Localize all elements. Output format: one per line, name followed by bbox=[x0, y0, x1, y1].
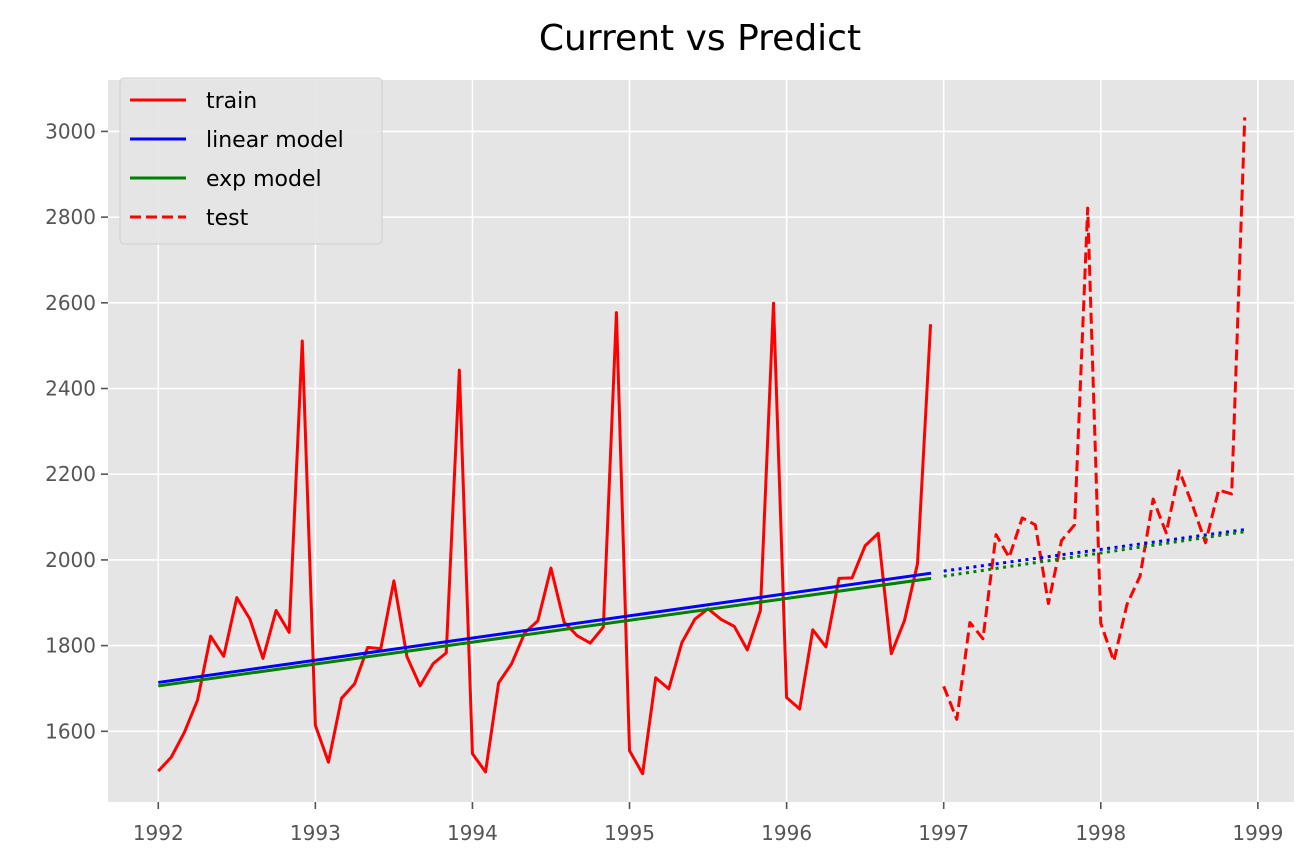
x-tick-label: 1994 bbox=[447, 821, 498, 845]
x-tick-label: 1995 bbox=[604, 821, 655, 845]
legend-label: exp model bbox=[206, 167, 322, 192]
y-tick-label: 2200 bbox=[45, 462, 96, 486]
series-line-train bbox=[157, 301, 933, 776]
series-line-exp-model bbox=[158, 576, 932, 688]
series-line-dotted-forecast bbox=[943, 527, 1246, 573]
series-line-test bbox=[942, 117, 1247, 721]
y-tick-label: 1600 bbox=[45, 719, 96, 743]
y-tick-label: 2400 bbox=[45, 377, 96, 401]
x-tick-label: 1999 bbox=[1232, 821, 1283, 845]
grid-layer bbox=[108, 80, 1294, 802]
y-tick-label: 1800 bbox=[45, 634, 96, 658]
x-tick-label: 1997 bbox=[918, 821, 969, 845]
legend: train linear model exp model test bbox=[119, 77, 383, 245]
x-tick-label: 1998 bbox=[1075, 821, 1126, 845]
y-tick-label: 2000 bbox=[45, 548, 96, 572]
x-tick-label: 1996 bbox=[761, 821, 812, 845]
y-tick-label: 2800 bbox=[45, 205, 96, 229]
y-tick-label: 3000 bbox=[45, 119, 96, 143]
legend-label: test bbox=[206, 206, 249, 231]
legend-label: train bbox=[206, 89, 257, 114]
series-line-linear-model bbox=[158, 571, 932, 684]
legend-frame bbox=[119, 77, 383, 245]
series-layer bbox=[157, 117, 1247, 776]
chart-title: Current vs Predict bbox=[539, 18, 861, 59]
x-tick-label: 1993 bbox=[290, 821, 341, 845]
legend-label: linear model bbox=[206, 128, 344, 153]
x-tick-label: 1992 bbox=[133, 821, 184, 845]
series-line-dotted-forecast bbox=[943, 530, 1246, 578]
y-tick-label: 2600 bbox=[45, 291, 96, 315]
tick-layer: 1992 1993 1994 1995 1996 1997 1998 1999 1600 1800… bbox=[45, 119, 1283, 845]
